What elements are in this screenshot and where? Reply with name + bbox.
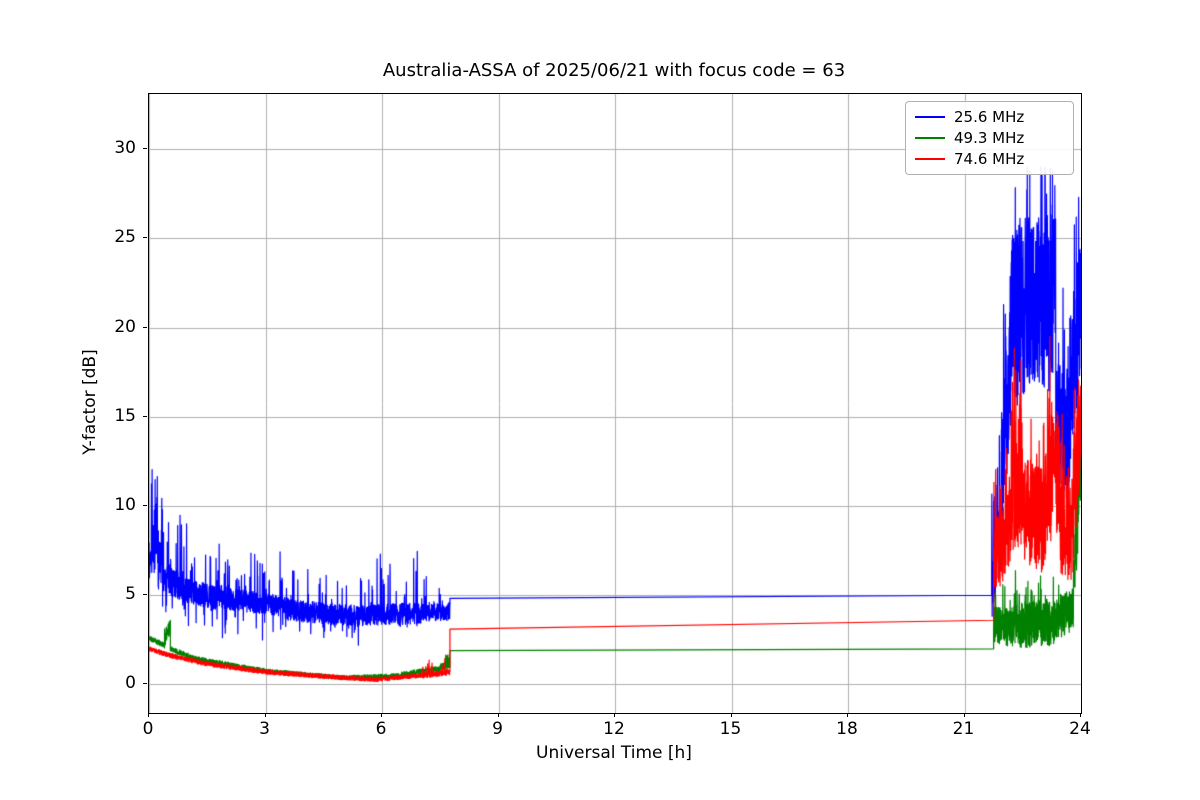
x-tick-mark: [963, 713, 965, 717]
x-tick-mark: [264, 713, 266, 717]
y-tick-label: 0: [125, 673, 136, 694]
x-tick-label: 21: [952, 719, 975, 739]
y-tick-label: 25: [114, 227, 136, 248]
legend-item-label: 74.6 MHz: [954, 150, 1025, 168]
x-tick-label: 9: [492, 719, 503, 739]
x-tick-label: 12: [603, 719, 625, 739]
x-tick-mark: [1080, 713, 1081, 717]
y-tick-label: 30: [114, 138, 136, 159]
y-tick-label: 15: [114, 405, 136, 426]
plot-area: 25.6 MHz 49.3 MHz 74.6 MHz: [148, 93, 1082, 714]
legend-item-label: 49.3 MHz: [954, 129, 1025, 147]
x-tick-mark: [497, 713, 499, 717]
chart-title: Australia-ASSA of 2025/06/21 with focus …: [382, 60, 846, 81]
y-tick-label: 5: [125, 584, 136, 605]
y-tick-mark: [143, 594, 147, 596]
y-tick-mark: [143, 683, 147, 685]
x-tick-mark: [148, 713, 149, 717]
y-tick-label: 10: [114, 495, 136, 516]
x-tick-label: 15: [719, 719, 742, 739]
y-tick-mark: [143, 415, 147, 417]
x-tick-mark: [730, 713, 732, 717]
legend-item: 74.6 MHz: [915, 150, 1063, 168]
legend-item: 49.3 MHz: [915, 129, 1063, 147]
y-tick-mark: [143, 148, 147, 150]
legend-line-swatch: [915, 158, 945, 160]
legend-item: 25.6 MHz: [915, 108, 1063, 126]
legend: 25.6 MHz 49.3 MHz 74.6 MHz: [905, 101, 1074, 175]
chart-canvas: [149, 94, 1081, 713]
x-axis-label: Universal Time [h]: [536, 743, 692, 763]
y-tick-mark: [143, 505, 147, 507]
x-tick-label: 18: [836, 719, 858, 739]
legend-line-swatch: [915, 137, 945, 139]
y-axis-label: Y-factor [dB]: [80, 349, 100, 455]
x-tick-mark: [381, 713, 382, 717]
x-tick-mark: [614, 713, 615, 717]
y-tick-mark: [143, 237, 147, 239]
y-tick-mark: [143, 326, 147, 328]
legend-item-label: 25.6 MHz: [954, 108, 1025, 126]
x-tick-label: 3: [259, 719, 270, 739]
x-tick-label: 24: [1069, 719, 1091, 739]
x-tick-mark: [847, 713, 848, 717]
y-tick-label: 20: [114, 316, 136, 337]
legend-line-swatch: [915, 116, 945, 118]
x-tick-label: 0: [142, 719, 154, 739]
x-tick-label: 6: [375, 719, 387, 739]
